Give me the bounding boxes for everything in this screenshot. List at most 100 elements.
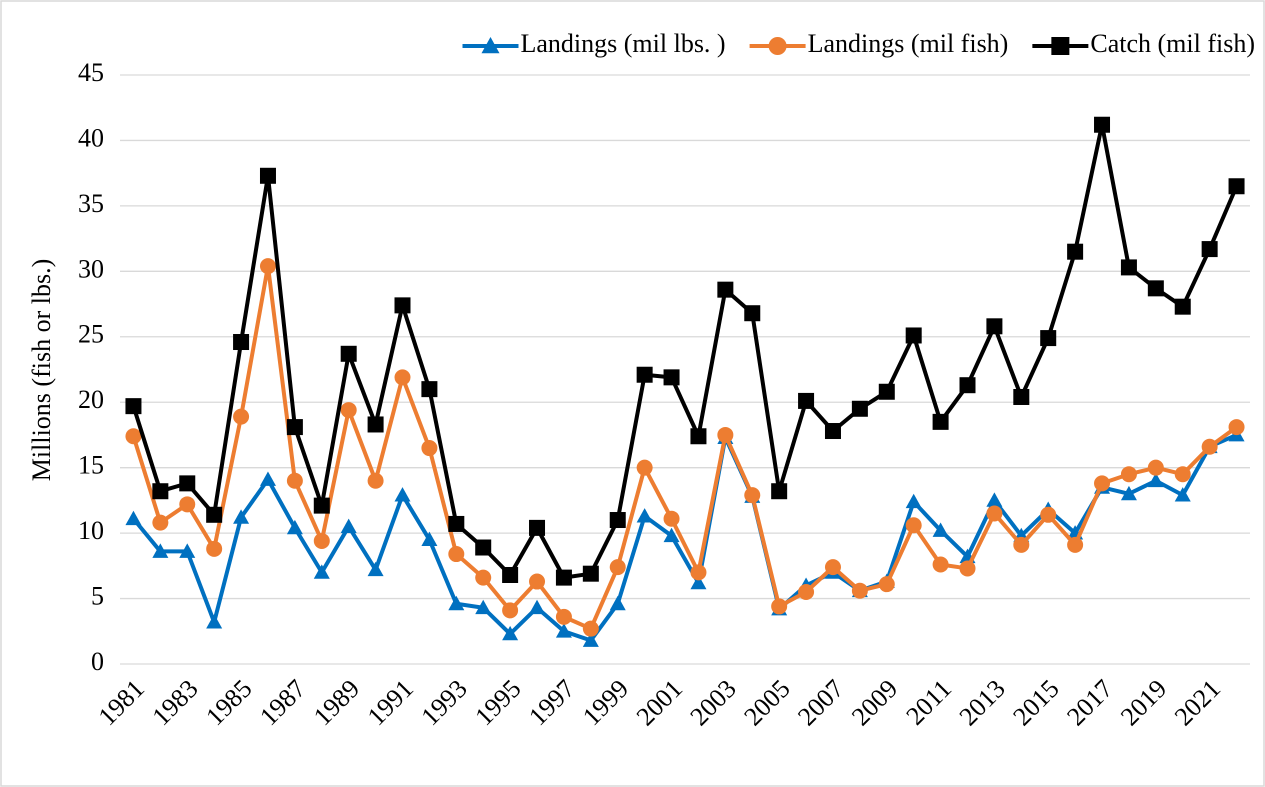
y-tick-label: 35 bbox=[78, 189, 104, 218]
marker bbox=[367, 561, 384, 577]
marker bbox=[851, 582, 868, 599]
marker bbox=[313, 532, 330, 549]
marker bbox=[690, 564, 707, 581]
marker bbox=[932, 413, 949, 430]
legend: Landings (mil lbs. ) Landings (mil fish) C… bbox=[462, 29, 1255, 58]
marker bbox=[1094, 475, 1111, 492]
marker bbox=[1013, 536, 1030, 553]
marker bbox=[609, 559, 626, 576]
marker bbox=[744, 487, 761, 504]
marker bbox=[663, 369, 680, 386]
marker bbox=[125, 510, 142, 526]
marker bbox=[206, 540, 223, 557]
marker bbox=[986, 318, 1003, 335]
marker bbox=[609, 512, 626, 529]
marker bbox=[1228, 178, 1245, 195]
marker bbox=[1147, 459, 1164, 476]
marker bbox=[313, 497, 330, 514]
marker bbox=[448, 595, 465, 611]
legend-label: Catch (mil fish) bbox=[1090, 29, 1255, 58]
marker bbox=[1147, 280, 1164, 297]
marker bbox=[448, 515, 465, 532]
marker bbox=[717, 426, 734, 443]
marker bbox=[690, 574, 707, 590]
marker bbox=[744, 305, 761, 322]
marker bbox=[905, 517, 922, 534]
marker bbox=[152, 483, 169, 500]
marker bbox=[233, 408, 250, 425]
marker bbox=[1051, 37, 1070, 55]
marker bbox=[152, 543, 169, 558]
marker bbox=[1120, 485, 1137, 501]
marker bbox=[1174, 466, 1191, 483]
marker bbox=[367, 472, 384, 489]
marker bbox=[233, 509, 250, 524]
marker bbox=[529, 573, 546, 590]
marker bbox=[125, 428, 142, 445]
legend-label: Landings (mil lbs. ) bbox=[521, 29, 726, 58]
marker bbox=[824, 423, 841, 440]
marker bbox=[1040, 506, 1057, 523]
marker bbox=[636, 508, 653, 523]
marker bbox=[475, 569, 492, 586]
marker bbox=[555, 623, 572, 638]
marker bbox=[286, 419, 303, 436]
marker bbox=[1147, 472, 1164, 488]
y-tick-label: 15 bbox=[78, 451, 104, 480]
marker bbox=[340, 345, 357, 362]
y-tick-label: 40 bbox=[78, 123, 104, 152]
marker bbox=[582, 632, 599, 647]
marker bbox=[206, 506, 223, 523]
marker bbox=[1040, 330, 1057, 347]
marker bbox=[798, 392, 815, 409]
y-axis-label: Millions (fish or lbs.) bbox=[27, 259, 56, 481]
marker bbox=[259, 258, 276, 275]
marker bbox=[233, 334, 250, 351]
marker bbox=[179, 475, 196, 492]
marker bbox=[824, 559, 841, 576]
y-tick-label: 10 bbox=[78, 516, 104, 545]
marker bbox=[798, 584, 815, 601]
marker bbox=[771, 598, 788, 615]
marker bbox=[1201, 438, 1218, 455]
marker bbox=[986, 492, 1003, 507]
marker bbox=[1174, 298, 1191, 315]
marker bbox=[394, 487, 411, 502]
marker bbox=[932, 522, 949, 537]
marker bbox=[313, 564, 330, 579]
marker bbox=[878, 576, 895, 593]
marker bbox=[609, 595, 626, 611]
y-tick-label: 0 bbox=[91, 647, 104, 676]
marker bbox=[1067, 243, 1084, 260]
marker bbox=[555, 569, 572, 586]
marker bbox=[448, 546, 465, 563]
marker bbox=[286, 519, 303, 535]
marker bbox=[259, 471, 276, 486]
marker bbox=[179, 543, 196, 558]
y-tick-label: 30 bbox=[78, 254, 104, 283]
marker bbox=[125, 398, 142, 415]
marker bbox=[206, 614, 223, 629]
marker bbox=[421, 381, 438, 398]
marker bbox=[932, 556, 949, 573]
marker bbox=[1228, 419, 1245, 436]
marker bbox=[663, 510, 680, 527]
marker bbox=[475, 599, 492, 615]
y-tick-label: 20 bbox=[78, 385, 104, 414]
marker bbox=[286, 472, 303, 489]
marker bbox=[340, 518, 357, 533]
marker bbox=[771, 483, 788, 500]
marker bbox=[636, 459, 653, 476]
marker bbox=[878, 383, 895, 400]
series-line bbox=[131, 122, 1239, 580]
marker bbox=[1067, 536, 1084, 553]
y-tick-label: 45 bbox=[78, 58, 104, 87]
marker bbox=[1013, 388, 1030, 405]
marker bbox=[481, 37, 500, 54]
marker bbox=[717, 281, 734, 298]
legend-label: Landings (mil fish) bbox=[808, 29, 1009, 58]
marker bbox=[475, 539, 492, 556]
marker bbox=[394, 369, 411, 386]
